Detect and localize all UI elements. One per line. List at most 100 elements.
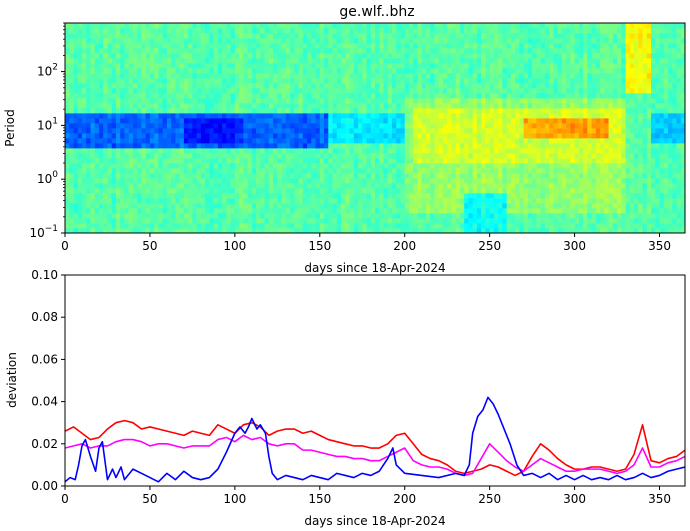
heatmap-cell [120,213,125,219]
heatmap-cell [111,28,117,34]
heatmap-cell [536,108,542,114]
heatmap-cell [183,98,189,104]
heatmap-cell [472,63,478,69]
heatmap-cell [442,68,448,74]
heatmap-cell [145,168,151,174]
heatmap-cell [336,143,342,149]
heatmap-cell [196,178,202,184]
heatmap-cell [438,168,444,174]
heatmap-cell [273,103,278,109]
heatmap-cell [476,208,482,214]
heatmap-cell [430,98,435,104]
heatmap-cell [107,28,113,34]
heatmap-cell [285,113,291,119]
heatmap-cell [260,73,265,79]
heatmap-cell [336,128,342,134]
heatmap-cell [107,173,113,179]
heatmap-cell [81,78,87,84]
heatmap-cell [375,128,380,134]
heatmap-cell [540,188,546,194]
heatmap-cell [281,53,287,59]
heatmap-cell [285,108,291,114]
heatmap-cell [137,73,142,79]
heatmap-cell [515,183,520,189]
heatmap-cell [319,98,325,104]
heatmap-cell [468,183,474,189]
heatmap-cell [285,53,291,59]
heatmap-cell [217,123,223,129]
heatmap-cell [162,198,168,204]
heatmap-cell [493,28,499,34]
heatmap-cell [438,108,444,114]
heatmap-cell [217,188,223,194]
heatmap-cell [315,228,321,233]
heatmap-cell [103,98,108,104]
heatmap-cell [209,83,215,89]
heatmap-cell [328,173,333,179]
heatmap-cell [353,68,359,74]
heatmap-cell [523,198,529,204]
heatmap-cell [205,203,210,209]
heatmap-cell [213,63,219,69]
heatmap-cell [183,68,189,74]
heatmap-cell [65,158,70,164]
heatmap-cell [86,133,91,139]
heatmap-cell [549,83,554,89]
heatmap-cell [502,168,508,174]
heatmap-cell [387,33,393,39]
heatmap-cell [98,68,104,74]
heatmap-cell [217,28,223,34]
heatmap-cell [341,153,346,159]
heatmap-cell [81,43,87,49]
heatmap-cell [319,138,325,144]
heatmap-cell [383,183,389,189]
heatmap-cell [107,93,113,99]
heatmap-cell [430,183,435,189]
heatmap-cell [489,208,495,214]
heatmap-cell [137,213,142,219]
heatmap-cell [430,23,435,29]
heatmap-cell [183,153,189,159]
heatmap-cell [128,103,134,109]
heatmap-cell [311,68,316,74]
heatmap-cell [307,38,312,44]
heatmap-cell [86,198,91,204]
heatmap-cell [447,143,452,149]
heatmap-cell [464,228,469,233]
heatmap-cell [536,188,542,194]
heatmap-cell [515,138,520,144]
heatmap-cell [311,88,316,94]
heatmap-cell [69,163,74,169]
heatmap-cell [277,193,282,199]
heatmap-cell [425,128,431,134]
heatmap-cell [281,203,287,209]
heatmap-cell [124,73,130,79]
heatmap-cell [430,78,435,84]
heatmap-cell [387,158,393,164]
heatmap-cell [502,223,508,229]
heatmap-cell [196,183,202,189]
heatmap-cell [464,28,469,34]
heatmap-cell [481,203,486,209]
heatmap-cell [90,128,96,134]
heatmap-cell [196,93,202,99]
heatmap-cell [451,173,457,179]
heatmap-cell [277,138,282,144]
heatmap-cell [353,198,359,204]
heatmap-cell [485,58,491,64]
heatmap-cell [481,58,486,64]
heatmap-cell [455,183,461,189]
heatmap-cell [277,73,282,79]
heatmap-cell [222,198,227,204]
heatmap-cell [188,208,193,214]
heatmap-cell [90,48,96,54]
heatmap-cell [107,198,113,204]
heatmap-cell [561,123,567,129]
heatmap-cell [132,23,138,29]
heatmap-cell [408,58,414,64]
heatmap-cell [328,168,333,174]
heatmap-cell [447,53,452,59]
heatmap-cell [154,168,159,174]
heatmap-cell [481,158,486,164]
heatmap-cell [226,198,232,204]
